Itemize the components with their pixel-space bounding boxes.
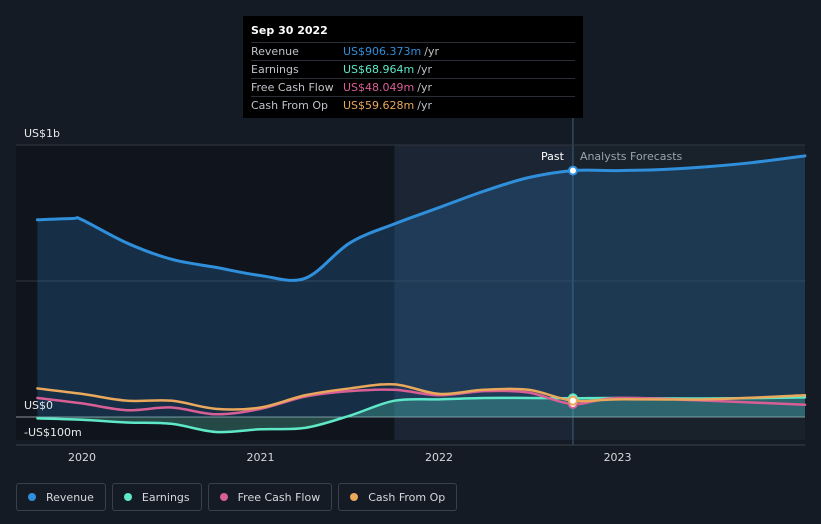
tooltip-unit: /yr [417, 63, 432, 76]
legend-dot-icon [350, 493, 359, 501]
legend-dot-icon [123, 493, 132, 501]
legend-item-free-cash-flow[interactable]: Free Cash Flow [207, 483, 333, 511]
legend-label: Cash From Op [368, 490, 446, 504]
cash-from-op-line [36, 382, 807, 411]
legend-item-revenue[interactable]: Revenue [16, 483, 106, 511]
tooltip-value: US$48.049m [343, 81, 415, 94]
tooltip-label: Earnings [251, 63, 299, 76]
legend-item-cash-from-op[interactable]: Cash From Op [338, 483, 458, 511]
legend-dot-icon [219, 493, 228, 501]
tooltip-label: Free Cash Flow [251, 81, 334, 94]
x-tick-label: 2023 [604, 451, 632, 464]
tooltip-unit: /yr [424, 45, 439, 58]
tooltip-label: Revenue [251, 45, 299, 58]
cash-from-op-marker [567, 395, 578, 406]
tooltip-row: Revenue US$906.373m/yr [251, 42, 575, 60]
past-label: Past [541, 150, 565, 163]
y-tick-label: US$0 [24, 399, 53, 412]
legend-label: Free Cash Flow [237, 490, 321, 504]
forecast-region [572, 145, 805, 440]
x-tick-label: 2021 [247, 451, 275, 464]
tooltip-value: US$68.964m [343, 63, 415, 76]
legend-label: Revenue [46, 490, 94, 504]
tooltip-unit: /yr [417, 81, 432, 94]
tooltip-row: Earnings US$68.964m/yr [251, 60, 575, 78]
revenue-line [35, 154, 807, 282]
tooltip-value: US$59.628m [343, 99, 415, 112]
tooltip-value: US$906.373m [343, 45, 422, 58]
tooltip-date: Sep 30 2022 [251, 24, 328, 37]
y-tick-label: -US$100m [24, 426, 82, 439]
tooltip-unit: /yr [417, 99, 432, 112]
tooltip: Sep 30 2022 Revenue US$906.373m/yr Earning… [243, 16, 583, 118]
revenue-marker [567, 165, 578, 176]
forecast-label: Analysts Forecasts [580, 150, 683, 163]
earnings-area [37, 397, 805, 433]
legend: Revenue Earnings Free Cash Flow Cash From O… [16, 483, 458, 511]
revenue-area [37, 155, 805, 417]
tooltip-row: Free Cash Flow US$48.049m/yr [251, 78, 575, 96]
x-tick-label: 2022 [425, 451, 453, 464]
y-tick-label: US$1b [24, 127, 60, 140]
tooltip-label: Cash From Op [251, 99, 329, 112]
tooltip-row: Cash From Op US$59.628m/yr [251, 96, 575, 114]
x-tick-label: 2020 [68, 451, 96, 464]
legend-item-earnings[interactable]: Earnings [111, 483, 202, 511]
legend-dot-icon [28, 493, 36, 501]
legend-label: Earnings [141, 490, 190, 504]
